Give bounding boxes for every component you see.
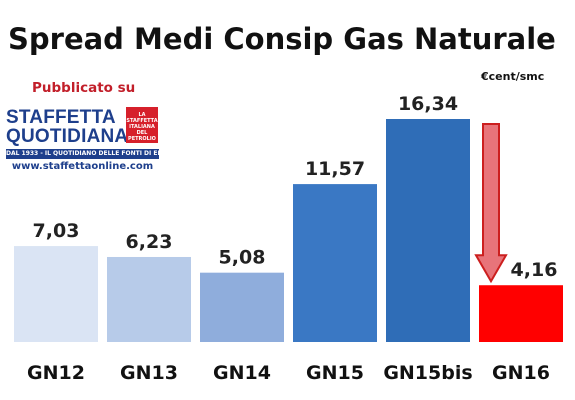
bar-gn15 (293, 184, 377, 342)
category-label-gn15: GN15 (306, 362, 364, 384)
value-labels-group: 7,03 6,23 5,08 11,57 16,34 4,16 (33, 93, 558, 281)
published-on-label: Pubblicato su (32, 80, 136, 96)
bar-gn14 (200, 272, 284, 342)
category-label-gn13: GN13 (120, 362, 178, 384)
bars-group (14, 119, 563, 342)
unit-label: €cent/smc (481, 70, 545, 83)
arrow-group (474, 123, 508, 284)
down-arrow-icon (474, 123, 508, 284)
logo-tagline: DAL 1933 - IL QUOTIDIANO DELLE FONTI DI … (6, 149, 159, 159)
staffetta-logo: Pubblicato su STAFFETTA QUOTIDIANA LA ST… (6, 80, 166, 180)
bar-gn16 (479, 285, 563, 342)
category-label-gn15bis: GN15bis (383, 362, 472, 384)
bar-gn13 (107, 256, 191, 342)
value-label-gn13: 6,23 (126, 231, 173, 253)
logo-badge: LA STAFFETTA ITALIANA DEL PETROLIO (126, 107, 158, 143)
value-label-gn15bis: 16,34 (398, 93, 458, 115)
value-label-gn16: 4,16 (511, 259, 558, 281)
logo-name: STAFFETTA QUOTIDIANA (6, 107, 129, 147)
chart-title: Spread Medi Consip Gas Naturale (8, 22, 556, 56)
logo-name-line2: QUOTIDIANA (6, 126, 129, 147)
bar-gn15bis (386, 119, 470, 342)
logo-name-line1: STAFFETTA (6, 107, 116, 128)
logo-url: www.staffettaonline.com (11, 161, 154, 172)
category-label-gn12: GN12 (27, 362, 85, 384)
category-label-gn14: GN14 (213, 362, 271, 384)
value-label-gn15: 11,57 (305, 158, 365, 180)
category-labels-group: GN12 GN13 GN14 GN15 GN15bis GN16 (27, 362, 550, 384)
value-label-gn14: 5,08 (219, 247, 266, 269)
value-label-gn12: 7,03 (33, 220, 80, 242)
category-label-gn16: GN16 (492, 362, 550, 384)
bar-gn12 (14, 246, 98, 342)
